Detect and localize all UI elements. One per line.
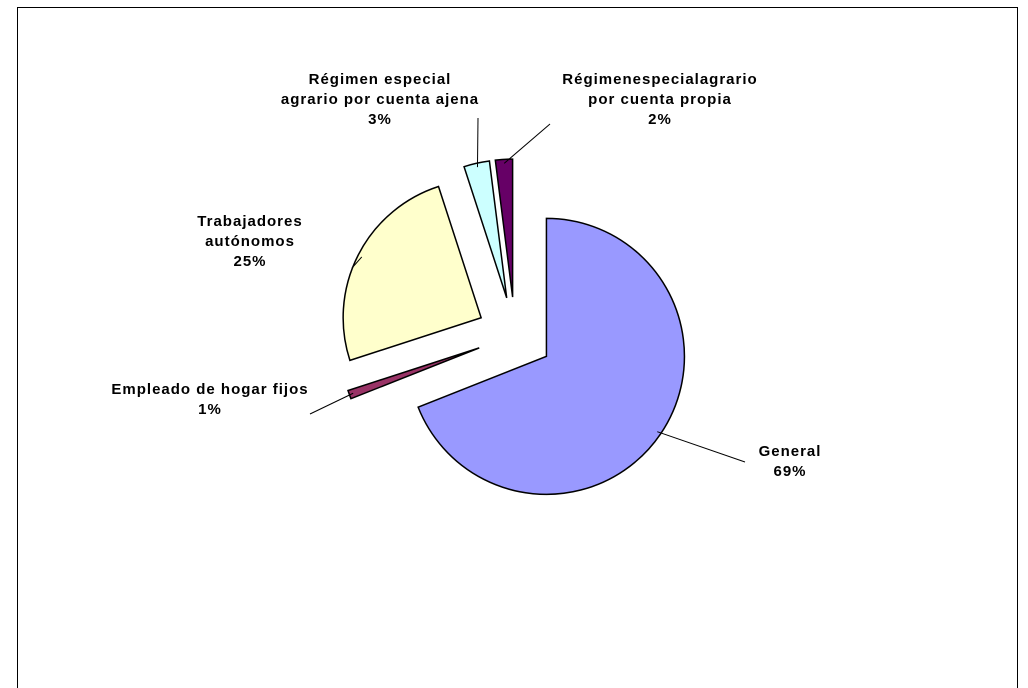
slice-label: Régimen especial agrario por cuenta ajen…	[280, 70, 480, 130]
slice-label: Empleado de hogar fijos 1%	[100, 380, 320, 420]
label-box: General 69%	[735, 442, 845, 482]
label-box: Empleado de hogar fijos 1%	[100, 380, 320, 420]
chart-frame	[17, 7, 1018, 688]
category-label: Trabajadores autónomos	[197, 213, 303, 250]
leader-line	[351, 256, 363, 269]
value-label: 1%	[198, 401, 222, 418]
label-box: Régimen especial agrario por cuenta ajen…	[280, 70, 480, 130]
value-label: 2%	[648, 111, 672, 128]
value-label: 3%	[368, 111, 392, 128]
value-label: 25%	[233, 253, 267, 270]
leader-line	[309, 392, 354, 415]
pie-slice	[463, 160, 508, 299]
leader-line	[503, 123, 551, 164]
value-label: 69%	[773, 463, 807, 480]
category-label: Régimenespecialagrario por cuenta propia	[562, 71, 758, 108]
category-label: General	[758, 443, 822, 460]
slice-label: General 69%	[735, 442, 845, 482]
leader-line	[476, 117, 479, 168]
leader-line	[657, 431, 746, 463]
label-box: Trabajadores autónomos 25%	[175, 212, 325, 272]
slice-label: Régimenespecialagrario por cuenta propia…	[555, 70, 765, 130]
category-label: Empleado de hogar fijos	[111, 381, 309, 398]
slice-label: Trabajadores autónomos 25%	[175, 212, 325, 272]
pie-slice	[494, 158, 514, 298]
label-box: Régimenespecialagrario por cuenta propia…	[555, 70, 765, 130]
pie-slice	[417, 217, 686, 496]
category-label: Régimen especial agrario por cuenta ajen…	[280, 71, 480, 108]
pie-slice	[342, 185, 483, 362]
